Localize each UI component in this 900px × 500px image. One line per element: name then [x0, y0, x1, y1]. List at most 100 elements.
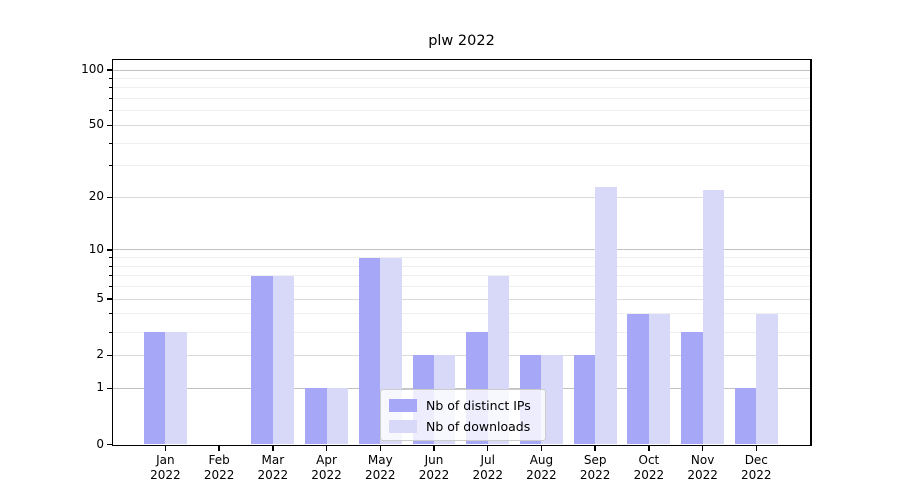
x-tick	[272, 446, 274, 451]
chart-title: plw 2022	[428, 33, 495, 49]
legend-label-distinct-ips: Nb of distinct IPs	[426, 398, 531, 413]
x-tick-label-month: Dec	[744, 452, 768, 467]
bar-ips-apr	[305, 388, 327, 445]
gridline-minor	[113, 286, 810, 288]
gridline-minor	[113, 98, 810, 100]
gridline-minor	[113, 331, 810, 333]
y-tick-minor	[109, 313, 112, 315]
x-tick-label-year: 2022	[364, 468, 396, 482]
gridline-minor	[113, 110, 810, 112]
x-tick-label-year: 2022	[741, 468, 772, 482]
gridline-major	[113, 249, 810, 251]
legend-item-distinct-ips: Nb of distinct IPs	[389, 395, 537, 416]
y-tick	[107, 387, 112, 389]
bar-dl-aug	[541, 355, 563, 445]
legend: Nb of distinct IPs Nb of downloads	[380, 389, 546, 441]
y-tick-minor	[109, 77, 112, 79]
bar-dl-mar	[272, 275, 295, 445]
x-tick-label-month: Mar	[261, 452, 285, 467]
x-tick-label: Apr 2022	[299, 453, 355, 484]
bar-dl-apr	[326, 388, 348, 445]
bar-ips-sep	[573, 355, 596, 445]
x-tick-label-year: 2022	[418, 468, 450, 482]
x-tick-label-year: 2022	[579, 468, 611, 482]
x-tick	[325, 446, 328, 451]
x-tick-label-month: Jun	[424, 452, 444, 467]
x-tick-label-month: Oct	[638, 452, 660, 467]
y-tick-minor	[109, 286, 112, 288]
x-tick-label: May 2022	[352, 453, 408, 484]
gridline-major	[113, 196, 810, 198]
x-tick-label-year: 2022	[472, 468, 503, 482]
gridline-minor	[113, 265, 810, 267]
y-tick	[107, 196, 112, 199]
bar-dl-jan	[165, 332, 187, 445]
bar-ips-jan	[144, 332, 166, 445]
x-tick-label-month: Nov	[690, 452, 715, 467]
legend-swatch-distinct-ips	[389, 399, 417, 412]
axis-spine-bottom	[111, 444, 812, 446]
gridline-major	[113, 69, 810, 71]
y-tick-label: 50	[88, 117, 104, 132]
gridline-minor	[113, 87, 810, 89]
y-tick-minor	[109, 110, 112, 112]
x-tick-label-month: May	[367, 452, 393, 467]
x-tick-label-month: Sep	[583, 452, 607, 467]
x-tick-label: Jun 2022	[406, 453, 462, 484]
y-tick-label: 100	[81, 62, 104, 76]
x-tick	[701, 446, 704, 451]
y-tick-label: 5	[96, 291, 104, 306]
x-tick	[540, 446, 543, 451]
gridline-major	[113, 124, 810, 126]
y-tick-label: 20	[88, 189, 104, 204]
bar-ips-nov	[681, 332, 703, 445]
x-tick-label: Sep 2022	[567, 453, 623, 484]
y-tick	[107, 443, 112, 446]
x-tick-label-month: Apr	[316, 452, 337, 467]
x-tick-label: Feb 2022	[191, 453, 247, 484]
x-tick-label-year: 2022	[526, 468, 557, 482]
x-tick	[433, 446, 435, 451]
bar-ips-dec	[734, 388, 757, 445]
x-tick-label-year: 2022	[311, 468, 342, 482]
gridline-major	[113, 298, 810, 300]
x-tick-label: Oct 2022	[621, 453, 677, 484]
x-tick	[164, 446, 167, 451]
bar-ips-may	[358, 257, 381, 445]
gridline-minor	[113, 313, 810, 315]
x-tick	[755, 446, 758, 451]
x-tick-label: Dec 2022	[728, 453, 784, 484]
bar-dl-sep	[595, 186, 617, 445]
x-tick-label-year: 2022	[150, 468, 181, 482]
y-tick-minor	[109, 98, 112, 100]
x-tick	[648, 446, 650, 451]
gridline-minor	[113, 275, 810, 277]
x-tick-label-year: 2022	[687, 468, 718, 482]
x-tick-label-month: Feb	[208, 452, 230, 467]
gridline-minor	[113, 165, 810, 167]
x-tick	[486, 446, 489, 451]
y-tick-minor	[109, 265, 112, 267]
x-tick-label: Mar 2022	[245, 453, 301, 484]
y-tick-label: 1	[96, 380, 104, 395]
x-tick-label-year: 2022	[203, 468, 235, 482]
bar-ips-mar	[251, 275, 273, 445]
legend-item-downloads: Nb of downloads	[389, 416, 537, 437]
plot-area	[107, 58, 812, 451]
y-tick-minor	[109, 142, 112, 144]
y-tick-minor	[109, 165, 112, 167]
axis-spine-top	[111, 58, 812, 60]
x-tick-label-year: 2022	[257, 468, 289, 482]
gridline-minor	[113, 257, 810, 259]
axis-spine-right	[810, 60, 812, 445]
x-tick-label: Nov 2022	[675, 453, 731, 484]
legend-label-downloads: Nb of downloads	[426, 419, 531, 434]
y-tick-label: 2	[96, 347, 104, 362]
x-tick-label-year: 2022	[633, 468, 665, 482]
x-tick	[379, 446, 382, 451]
gridline-minor	[113, 77, 810, 79]
y-tick	[107, 124, 112, 127]
y-tick	[107, 69, 112, 71]
x-tick-label: Aug 2022	[513, 453, 569, 484]
